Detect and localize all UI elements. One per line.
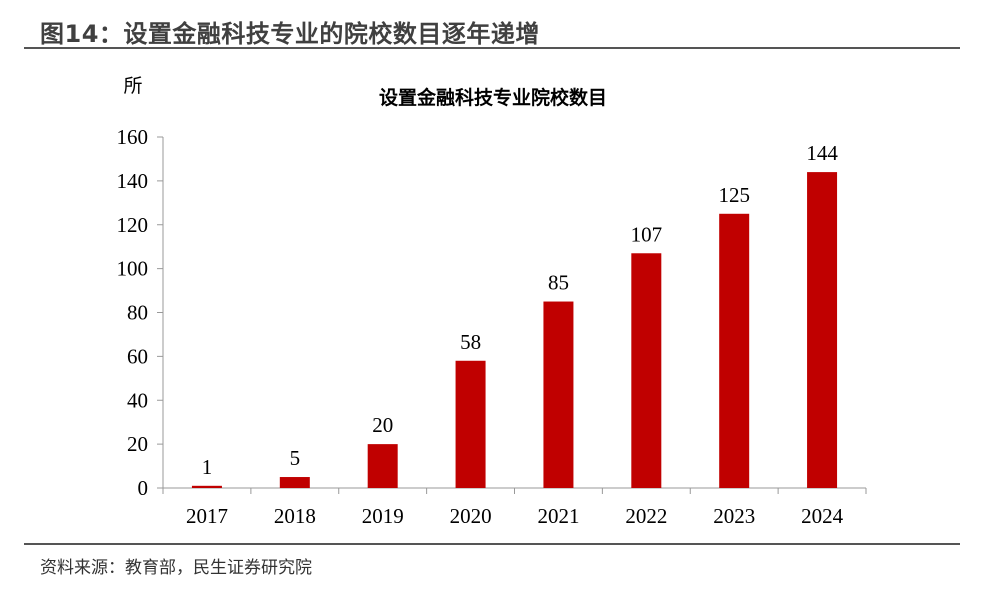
x-tick-label: 2018 — [274, 504, 316, 528]
bar — [455, 360, 486, 488]
y-tick-label: 20 — [127, 432, 148, 456]
y-axis-unit: 所 — [123, 75, 142, 97]
chart-title: 设置金融科技专业院校数目 — [379, 86, 607, 109]
bar — [807, 172, 838, 488]
bottom-divider — [24, 543, 960, 545]
x-tick-label: 2024 — [801, 504, 844, 528]
data-label: 5 — [290, 446, 301, 470]
data-label: 125 — [718, 183, 750, 207]
data-label: 20 — [372, 413, 393, 437]
x-tick-label: 2020 — [450, 504, 492, 528]
x-tick-label: 2019 — [362, 504, 404, 528]
bar — [631, 253, 662, 488]
y-tick-label: 160 — [117, 125, 149, 149]
bar — [367, 444, 398, 488]
source-note: 资料来源：教育部，民生证券研究院 — [40, 558, 312, 578]
y-tick-label: 100 — [117, 257, 149, 281]
data-label: 144 — [806, 141, 838, 165]
x-tick-label: 2022 — [625, 504, 667, 528]
bar — [279, 477, 310, 488]
data-label: 1 — [202, 455, 213, 479]
y-tick-label: 80 — [127, 301, 148, 325]
top-divider — [24, 47, 960, 49]
data-label: 107 — [631, 222, 663, 246]
x-tick-label: 2023 — [713, 504, 755, 528]
x-tick-label: 2021 — [537, 504, 579, 528]
data-label: 85 — [548, 271, 569, 295]
y-tick-label: 60 — [127, 344, 148, 368]
y-tick-label: 140 — [117, 169, 149, 193]
bar — [543, 301, 574, 488]
y-tick-label: 120 — [117, 213, 149, 237]
y-tick-label: 0 — [138, 476, 149, 500]
y-tick-label: 40 — [127, 388, 148, 412]
bar — [719, 213, 750, 488]
bar — [191, 485, 222, 488]
x-tick-label: 2017 — [186, 504, 228, 528]
data-label: 58 — [460, 330, 481, 354]
figure-title: 图14：设置金融科技专业的院校数目逐年递增 — [40, 20, 540, 48]
